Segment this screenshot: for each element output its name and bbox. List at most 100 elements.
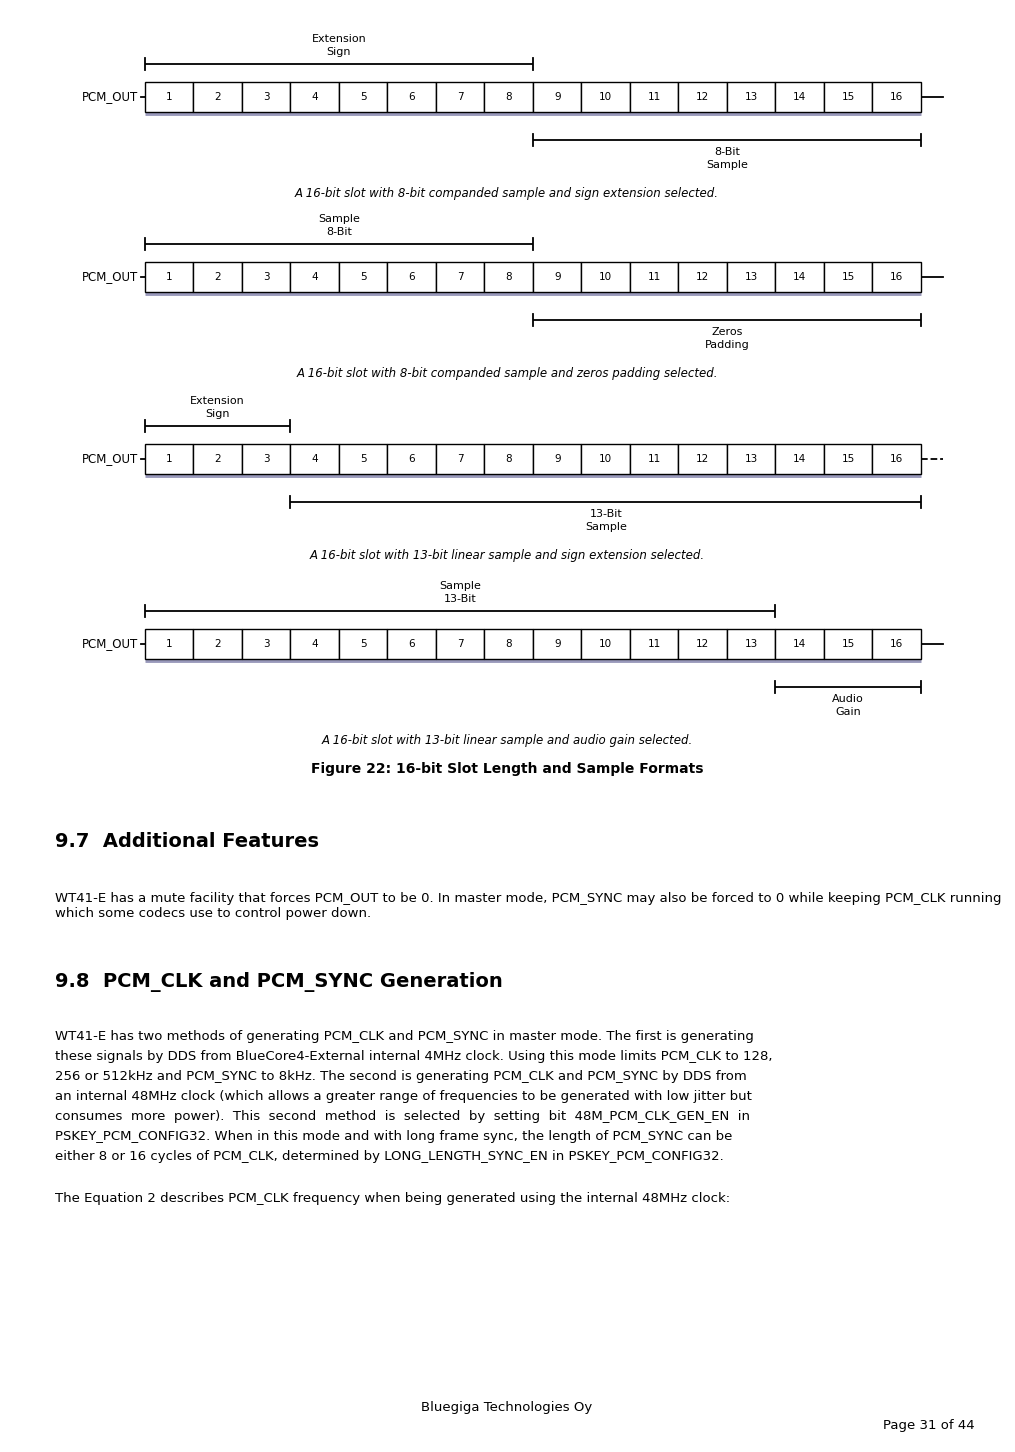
Bar [775,444,824,473]
Text: Zeros: Zeros [712,327,743,337]
Text: 14: 14 [793,91,806,102]
Bar [824,81,873,112]
Text: 1: 1 [165,639,173,649]
Text: either 8 or 16 cycles of PCM_CLK, determined by LONG_LENGTH_SYNC_EN in PSKEY_PCM: either 8 or 16 cycles of PCM_CLK, determ… [55,1150,724,1163]
Text: 3: 3 [263,272,270,282]
Text: 3: 3 [263,454,270,465]
Bar [533,444,582,473]
Text: 5: 5 [360,639,366,649]
Bar [873,444,921,473]
Bar [194,629,242,659]
Text: 1: 1 [165,91,173,102]
Text: Sign: Sign [205,409,230,420]
Text: 14: 14 [793,272,806,282]
Text: 4: 4 [312,639,318,649]
Text: 7: 7 [457,454,464,465]
Text: 9: 9 [554,639,560,649]
Text: 12: 12 [696,91,709,102]
Bar [388,81,436,112]
Text: The Equation 2 describes PCM_CLK frequency when being generated using the intern: The Equation 2 describes PCM_CLK frequen… [55,1192,730,1205]
Text: 9: 9 [554,91,560,102]
Bar [388,629,436,659]
Text: these signals by DDS from BlueCore4-External internal 4MHz clock. Using this mod: these signals by DDS from BlueCore4-Exte… [55,1050,772,1063]
Bar [290,261,339,292]
Bar [630,261,678,292]
Bar [436,261,484,292]
Text: 14: 14 [793,639,806,649]
Bar [775,81,824,112]
Bar [678,444,727,473]
Text: Sample: Sample [318,213,360,224]
Bar [873,261,921,292]
Text: 256 or 512kHz and PCM_SYNC to 8kHz. The second is generating PCM_CLK and PCM_SYN: 256 or 512kHz and PCM_SYNC to 8kHz. The … [55,1070,747,1083]
Text: 13-Bit: 13-Bit [444,594,477,604]
Bar [242,261,290,292]
Text: A 16-bit slot with 13-bit linear sample and sign extension selected.: A 16-bit slot with 13-bit linear sample … [310,549,704,562]
Text: Bluegiga Technologies Oy: Bluegiga Technologies Oy [421,1401,593,1414]
Bar [339,261,388,292]
Text: 8: 8 [505,454,512,465]
Text: 7: 7 [457,272,464,282]
Text: 6: 6 [408,639,415,649]
Text: PCM_OUT: PCM_OUT [82,90,138,103]
Bar [290,629,339,659]
Text: an internal 48MHz clock (which allows a greater range of frequencies to be gener: an internal 48MHz clock (which allows a … [55,1090,752,1104]
Text: 9.7  Additional Features: 9.7 Additional Features [55,832,319,851]
Text: 14: 14 [793,454,806,465]
Bar [436,629,484,659]
Text: Audio: Audio [832,694,864,704]
Text: 9: 9 [554,272,560,282]
Bar [727,444,775,473]
Bar [242,81,290,112]
Text: 8: 8 [505,639,512,649]
Text: 4: 4 [312,91,318,102]
Text: Figure 22: 16-bit Slot Length and Sample Formats: Figure 22: 16-bit Slot Length and Sample… [311,762,703,775]
Bar [727,629,775,659]
Text: A 16-bit slot with 8-bit companded sample and sign extension selected.: A 16-bit slot with 8-bit companded sampl… [295,187,719,200]
Bar [533,629,582,659]
Text: 10: 10 [599,272,612,282]
Text: 8-Bit: 8-Bit [715,147,740,157]
Text: 10: 10 [599,91,612,102]
Text: 12: 12 [696,454,709,465]
Text: Extension: Extension [191,396,246,407]
Text: 7: 7 [457,91,464,102]
Text: 8-Bit: 8-Bit [326,227,352,237]
Text: 5: 5 [360,272,366,282]
Bar [194,261,242,292]
Text: 6: 6 [408,91,415,102]
Bar [290,81,339,112]
Text: 2: 2 [214,91,221,102]
Text: PCM_OUT: PCM_OUT [82,453,138,466]
Text: Sign: Sign [327,46,351,57]
Text: 6: 6 [408,454,415,465]
Bar [145,629,194,659]
Bar [484,629,533,659]
Bar [145,261,194,292]
Bar [533,81,582,112]
Bar [194,444,242,473]
Bar [533,261,582,292]
Text: Padding: Padding [704,340,749,350]
Text: consumes  more  power).  This  second  method  is  selected  by  setting  bit  4: consumes more power). This second method… [55,1109,750,1122]
Bar [678,81,727,112]
Bar [824,629,873,659]
Text: 16: 16 [890,91,903,102]
Text: Sample: Sample [439,581,481,591]
Text: 4: 4 [312,272,318,282]
Bar [678,261,727,292]
Text: 3: 3 [263,91,270,102]
Bar [727,81,775,112]
Text: 13: 13 [745,454,758,465]
Text: 2: 2 [214,639,221,649]
Bar [582,444,630,473]
Bar [630,629,678,659]
Text: 15: 15 [841,272,855,282]
Text: 15: 15 [841,639,855,649]
Bar [484,261,533,292]
Text: 13: 13 [745,272,758,282]
Bar [242,629,290,659]
Text: 15: 15 [841,454,855,465]
Bar [145,81,194,112]
Text: 16: 16 [890,454,903,465]
